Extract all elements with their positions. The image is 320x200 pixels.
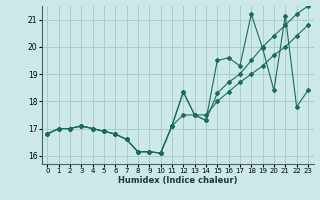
X-axis label: Humidex (Indice chaleur): Humidex (Indice chaleur) (118, 176, 237, 185)
